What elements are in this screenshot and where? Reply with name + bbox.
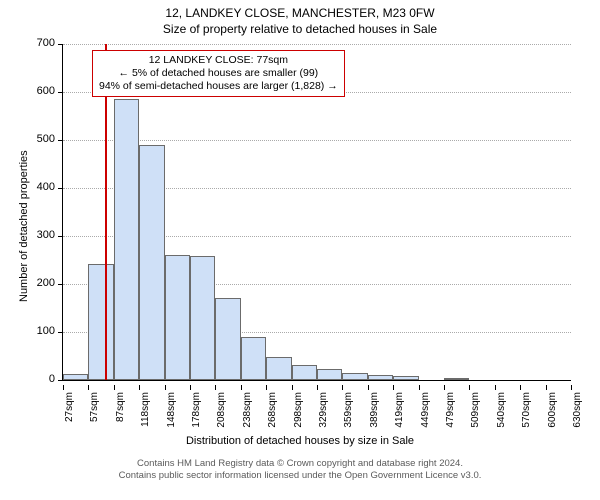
y-tick-label: 100 (37, 325, 55, 337)
histogram-bar (114, 99, 139, 380)
footer-line-1: Contains HM Land Registry data © Crown c… (0, 458, 600, 470)
y-tick-label: 400 (37, 181, 55, 193)
y-tick-label: 300 (37, 229, 55, 241)
histogram-bar (215, 298, 240, 380)
histogram-bar (139, 145, 164, 380)
y-tick-label: 500 (37, 133, 55, 145)
histogram-bar (393, 376, 418, 380)
y-tick-label: 0 (49, 373, 55, 385)
y-tick-label: 700 (37, 37, 55, 49)
histogram-bar (317, 369, 342, 380)
y-tick-label: 200 (37, 277, 55, 289)
histogram-bar (190, 256, 215, 380)
histogram-bar (165, 255, 190, 380)
x-axis-label: Distribution of detached houses by size … (0, 435, 600, 447)
histogram-bar (88, 264, 113, 380)
footer-attribution: Contains HM Land Registry data © Crown c… (0, 458, 600, 482)
footer-line-2: Contains public sector information licen… (0, 470, 600, 482)
histogram-bar (444, 378, 469, 380)
histogram-bar (241, 337, 266, 380)
gridline (63, 44, 571, 45)
callout-line-2: ← 5% of detached houses are smaller (99) (99, 67, 338, 80)
histogram-bar (342, 373, 367, 380)
histogram-bar (292, 365, 317, 380)
callout-box: 12 LANDKEY CLOSE: 77sqm ← 5% of detached… (92, 50, 345, 97)
histogram-bar (266, 357, 291, 380)
callout-line-1: 12 LANDKEY CLOSE: 77sqm (99, 54, 338, 67)
chart-container: 12, LANDKEY CLOSE, MANCHESTER, M23 0FW S… (0, 0, 600, 500)
gridline (63, 140, 571, 141)
page-subtitle: Size of property relative to detached ho… (0, 22, 600, 36)
histogram-bar (368, 375, 393, 380)
histogram-bar (63, 374, 88, 380)
page-title: 12, LANDKEY CLOSE, MANCHESTER, M23 0FW (0, 6, 600, 20)
callout-line-3: 94% of semi-detached houses are larger (… (99, 80, 338, 93)
y-axis-label: Number of detached properties (18, 150, 30, 302)
y-tick-label: 600 (37, 85, 55, 97)
